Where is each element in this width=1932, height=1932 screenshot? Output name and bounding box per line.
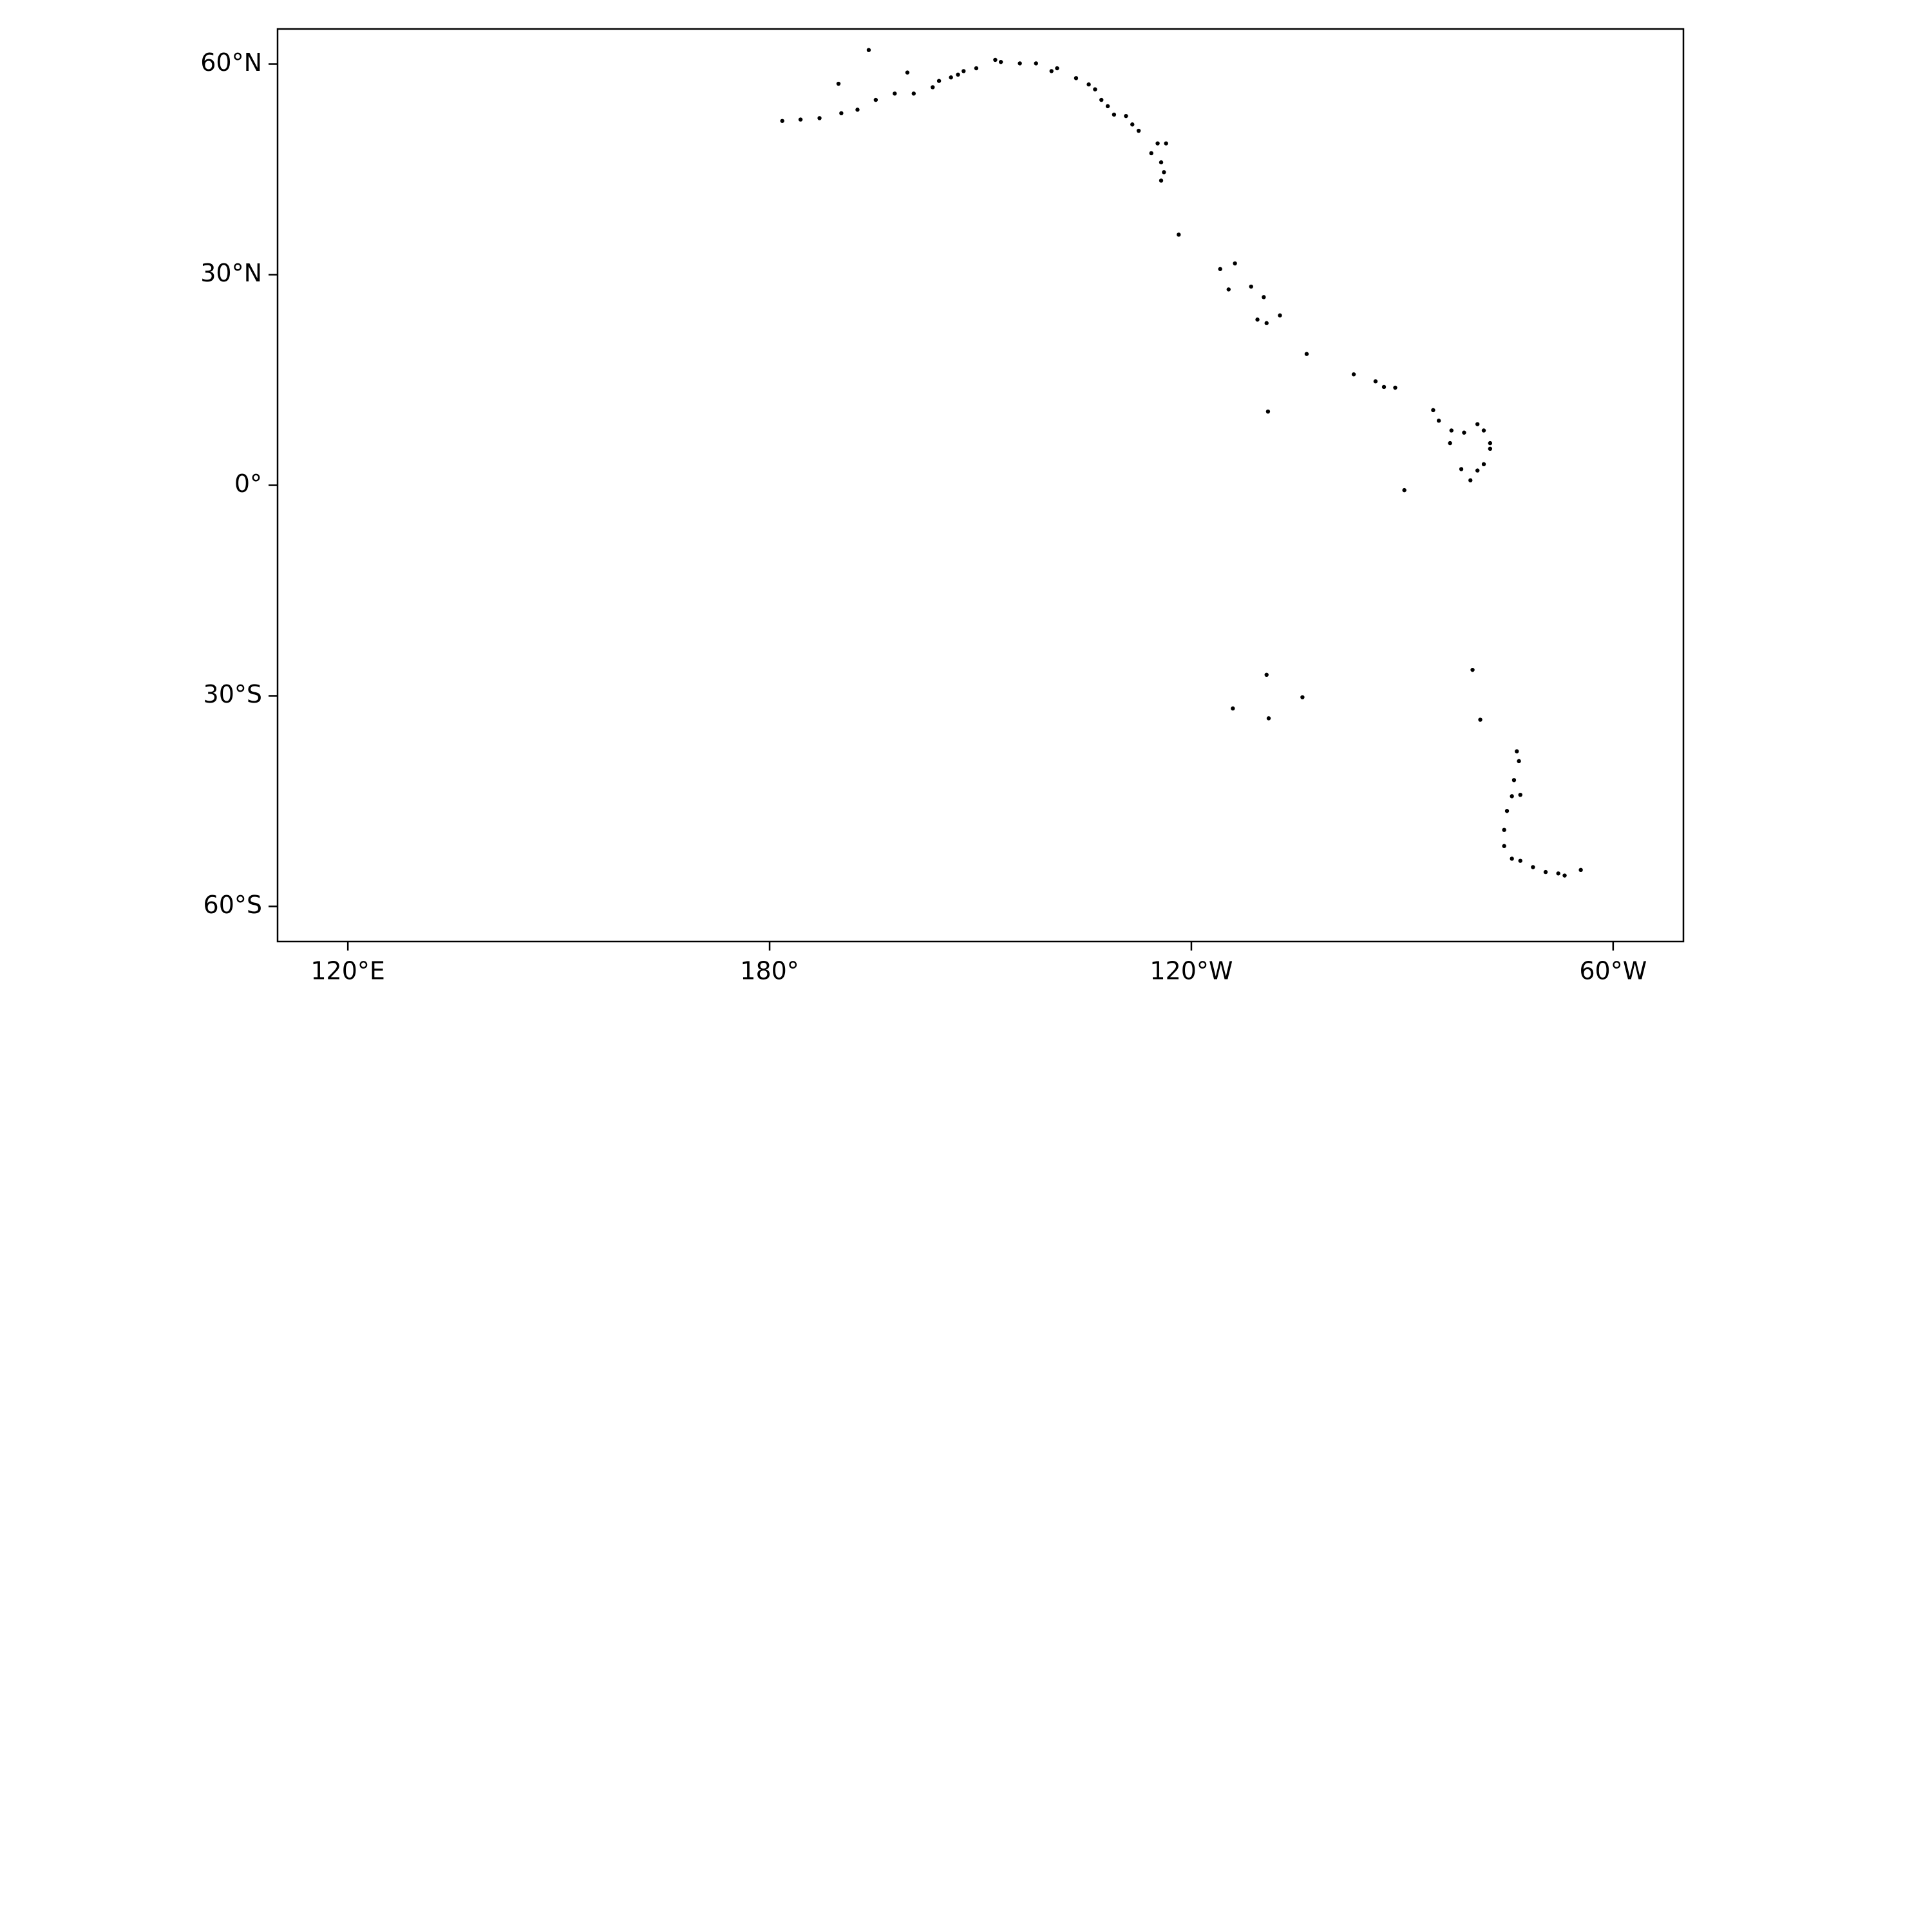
point <box>1124 113 1128 118</box>
point <box>1459 467 1464 471</box>
point <box>1099 97 1104 102</box>
point <box>1155 141 1160 146</box>
point <box>1436 419 1441 423</box>
point <box>1304 352 1309 356</box>
point <box>1159 160 1164 165</box>
point <box>961 69 966 73</box>
point <box>1264 672 1269 677</box>
point <box>1578 867 1583 873</box>
point <box>1136 128 1141 133</box>
point <box>1055 66 1059 71</box>
point <box>1504 809 1510 813</box>
point <box>873 97 878 102</box>
point <box>1502 844 1506 848</box>
point <box>1351 372 1356 377</box>
point <box>1231 706 1235 711</box>
point <box>1531 865 1535 869</box>
point <box>1265 409 1271 414</box>
point <box>1515 749 1519 753</box>
point <box>1510 857 1514 861</box>
y-tick-label: 30°N <box>200 259 262 287</box>
point <box>1278 313 1282 317</box>
point <box>1074 76 1079 80</box>
axes-frame <box>276 28 1685 943</box>
point <box>1373 379 1378 384</box>
point <box>1393 385 1397 390</box>
point <box>1264 321 1269 325</box>
point <box>1162 170 1166 175</box>
point <box>1470 667 1475 672</box>
point <box>1164 141 1168 146</box>
point <box>1475 468 1480 473</box>
x-tick-label: 120°E <box>310 957 385 985</box>
point <box>949 75 953 80</box>
point <box>1478 717 1482 722</box>
point <box>1517 759 1521 764</box>
point <box>998 60 1003 64</box>
point <box>1481 428 1486 433</box>
point <box>1300 695 1305 699</box>
point <box>1449 428 1454 433</box>
point <box>1488 440 1493 446</box>
point <box>993 57 998 62</box>
y-tick-label: 0° <box>234 469 262 498</box>
point <box>931 85 935 90</box>
point <box>1218 267 1222 271</box>
point <box>1502 828 1506 832</box>
point <box>817 116 822 120</box>
point <box>1105 104 1110 109</box>
y-tick-label: 30°S <box>204 680 262 708</box>
point <box>1233 261 1237 266</box>
point <box>1475 422 1480 426</box>
point <box>855 108 860 112</box>
point <box>1034 61 1038 66</box>
point <box>836 81 841 86</box>
point <box>866 48 871 52</box>
point <box>1543 869 1548 875</box>
point <box>1481 462 1486 466</box>
point <box>1402 488 1406 493</box>
y-tick-label: 60°N <box>200 48 262 77</box>
point <box>911 91 916 96</box>
point <box>974 66 979 71</box>
point <box>1255 317 1260 322</box>
point <box>1462 430 1466 435</box>
x-tick-label: 180° <box>740 957 799 985</box>
x-tick-label: 60°W <box>1579 957 1647 985</box>
point <box>1468 478 1473 483</box>
point <box>798 117 803 122</box>
point <box>1556 871 1560 876</box>
point <box>1431 408 1435 413</box>
point <box>1249 284 1253 289</box>
point <box>936 79 942 83</box>
point <box>1086 82 1091 87</box>
point <box>1448 440 1452 446</box>
point <box>1266 716 1271 721</box>
point <box>1562 873 1567 878</box>
point <box>839 111 844 115</box>
point <box>1510 794 1514 799</box>
point <box>1262 295 1266 299</box>
point <box>956 72 960 77</box>
point <box>1488 446 1493 451</box>
y-tick-label: 60°S <box>204 891 262 919</box>
point <box>1093 87 1097 91</box>
point <box>1018 61 1022 66</box>
point <box>1130 122 1135 127</box>
point <box>1049 69 1054 73</box>
point <box>1112 112 1117 117</box>
point <box>1226 287 1231 292</box>
point <box>905 70 910 75</box>
point <box>1511 778 1517 782</box>
x-tick-label: 120°W <box>1150 957 1233 985</box>
point <box>1149 151 1153 156</box>
point <box>1159 178 1164 183</box>
point <box>1381 384 1387 390</box>
point <box>1518 792 1522 797</box>
point <box>780 118 784 123</box>
point <box>893 91 897 96</box>
point <box>1518 858 1522 863</box>
point <box>1177 232 1181 237</box>
